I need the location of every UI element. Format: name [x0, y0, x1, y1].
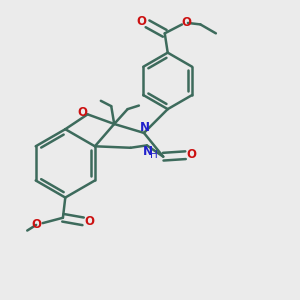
Text: O: O — [85, 215, 95, 228]
Text: O: O — [32, 218, 42, 231]
Text: O: O — [182, 16, 192, 29]
Text: O: O — [136, 15, 147, 28]
Text: N: N — [143, 145, 153, 158]
Text: O: O — [77, 106, 87, 119]
Text: O: O — [187, 148, 196, 161]
Text: H: H — [150, 150, 157, 160]
Text: N: N — [140, 121, 149, 134]
